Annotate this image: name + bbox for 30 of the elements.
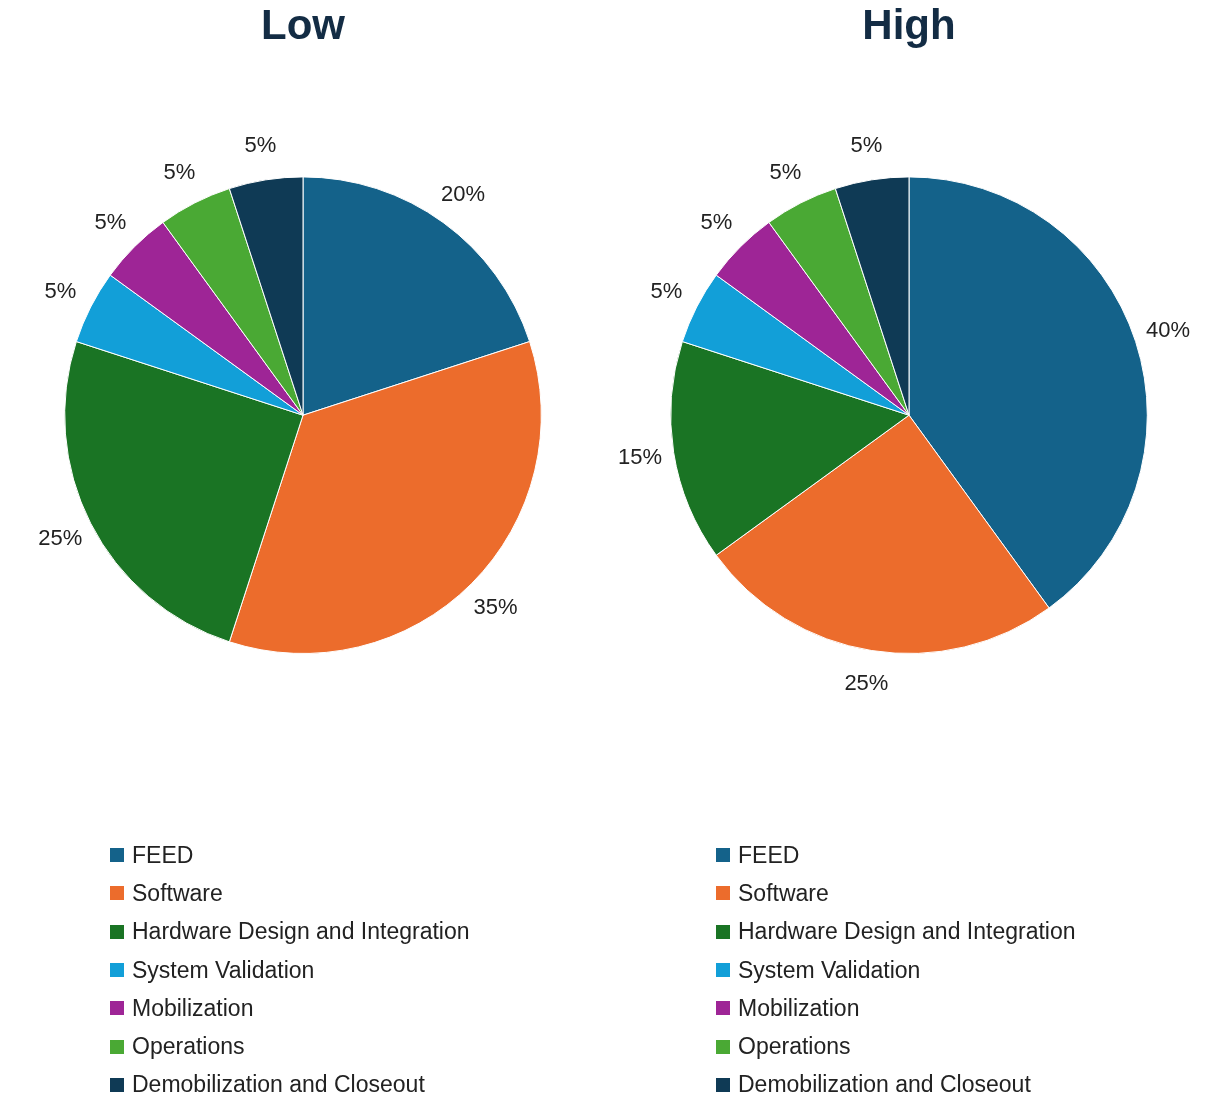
legend-label: Software: [738, 879, 829, 907]
legend-label: FEED: [738, 841, 800, 869]
legend-label: Software: [132, 879, 223, 907]
data-label: 5%: [700, 208, 733, 234]
data-label: 5%: [650, 277, 683, 303]
legend-label: FEED: [132, 841, 194, 869]
data-label: 15%: [618, 443, 663, 469]
data-label: 25%: [844, 670, 889, 696]
data-label: 40%: [1145, 317, 1190, 343]
legend-label: Mobilization: [132, 994, 254, 1022]
data-label: 25%: [38, 524, 83, 550]
data-label: 5%: [163, 158, 196, 184]
legend-label: System Validation: [132, 956, 315, 984]
chart-title: High: [862, 0, 956, 48]
legend-label: System Validation: [738, 956, 921, 984]
data-label: 5%: [850, 132, 883, 158]
legend-label: Mobilization: [738, 994, 860, 1022]
data-label: 5%: [244, 132, 277, 158]
data-label: 5%: [94, 208, 127, 234]
chart-title: Low: [261, 0, 346, 48]
data-label: 35%: [473, 593, 518, 619]
legend-label: Operations: [738, 1033, 851, 1061]
legend-label: Operations: [132, 1033, 245, 1061]
legend-label: Demobilization and Closeout: [738, 1071, 1031, 1095]
data-label: 20%: [441, 180, 486, 206]
data-label: 5%: [44, 277, 77, 303]
legend-label: Hardware Design and Integration: [738, 918, 1076, 946]
legend-label: Hardware Design and Integration: [132, 918, 470, 946]
data-label: 5%: [769, 158, 802, 184]
legend-label: Demobilization and Closeout: [132, 1071, 425, 1095]
